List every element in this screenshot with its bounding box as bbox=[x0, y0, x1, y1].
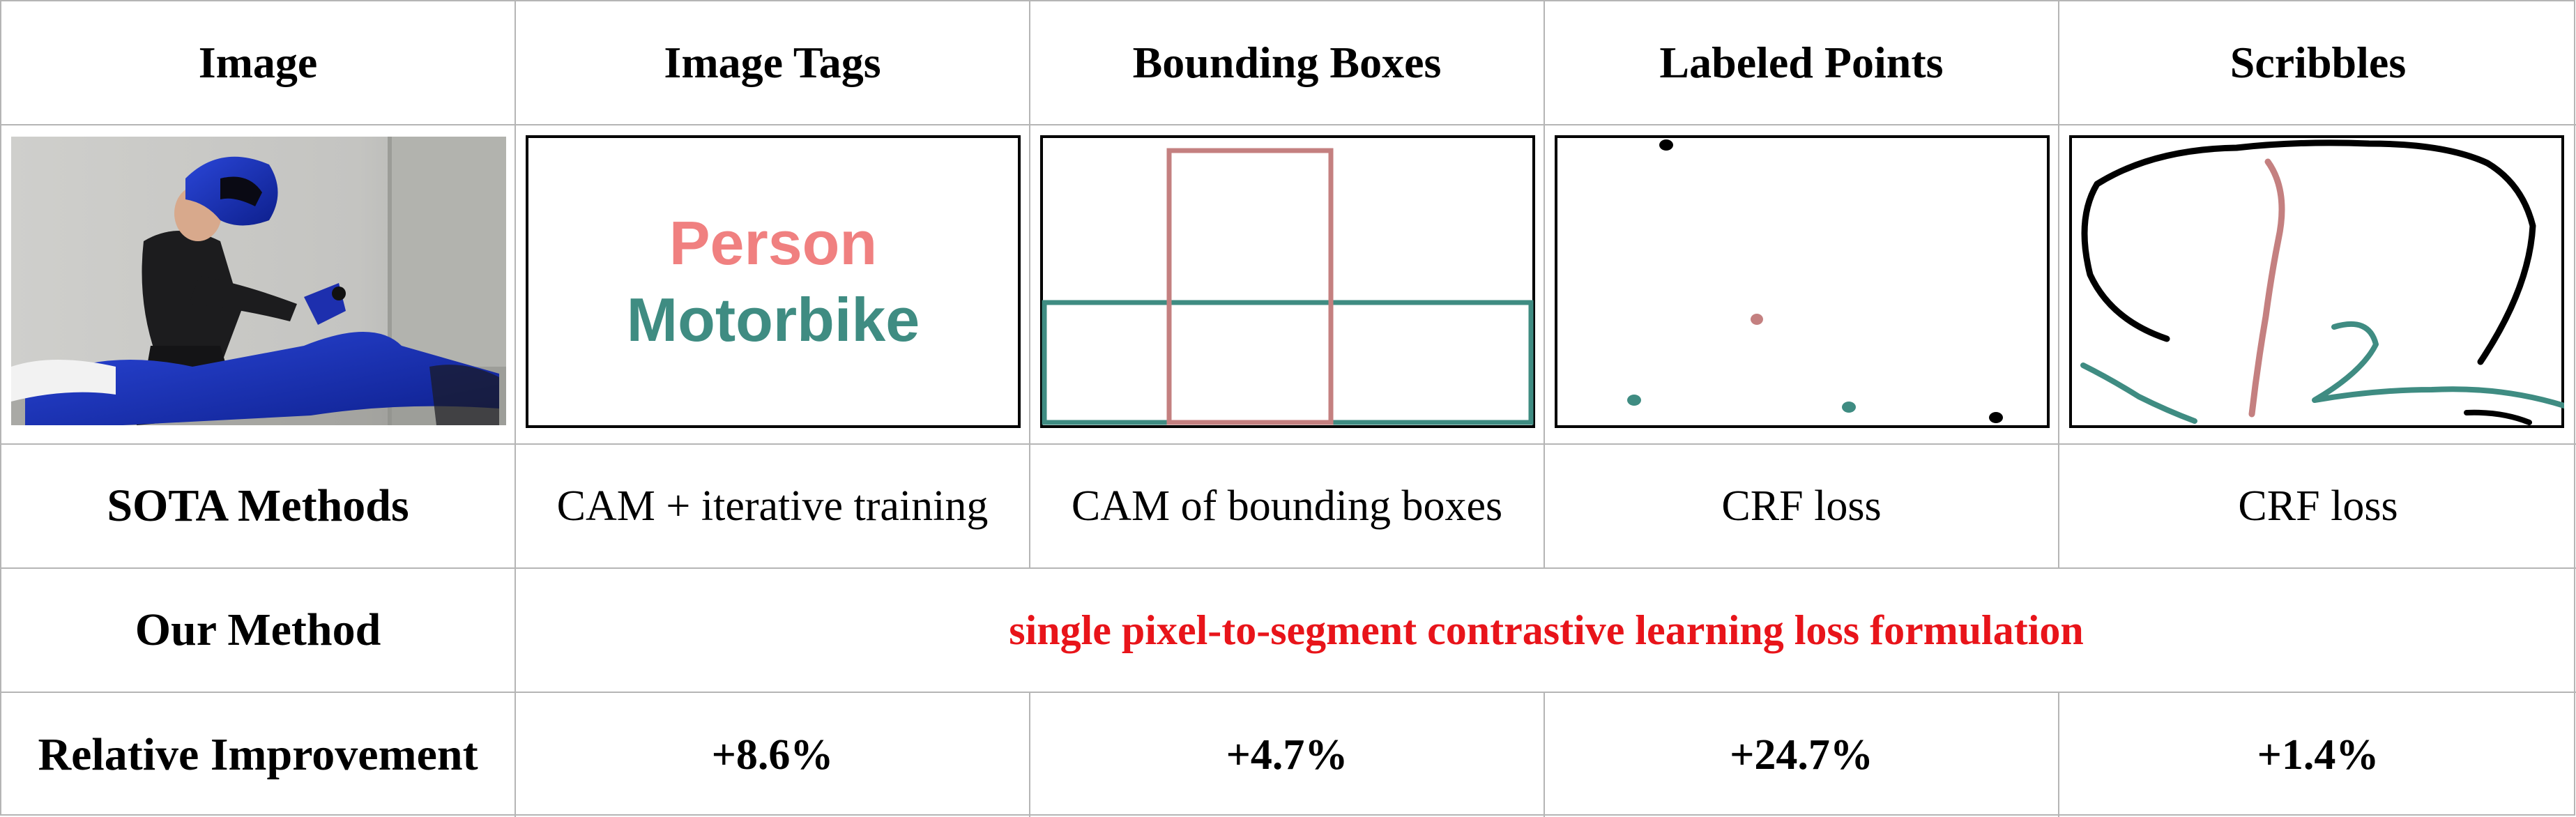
header-image-tags: Image Tags bbox=[516, 1, 1030, 125]
motorcyclist-photo bbox=[11, 137, 506, 425]
sota-methods-label: SOTA Methods bbox=[1, 445, 516, 569]
sota-labeled-points: CRF loss bbox=[1545, 445, 2059, 569]
scribbles-panel bbox=[2069, 135, 2564, 428]
labeled-points-panel bbox=[1555, 135, 2050, 428]
our-method-text: single pixel-to-segment contrastive lear… bbox=[516, 569, 2576, 693]
motorbike-scribble bbox=[2080, 362, 2197, 424]
background-scribble bbox=[2464, 409, 2532, 425]
header-labeled-points: Labeled Points bbox=[1545, 1, 2059, 125]
improvement-labeled-points: +24.7% bbox=[1545, 693, 2059, 817]
person-scribble bbox=[2248, 158, 2285, 418]
header-scribbles: Scribbles bbox=[2059, 1, 2576, 125]
motorbike-scribble bbox=[2312, 321, 2564, 408]
tag-motorbike: Motorbike bbox=[627, 285, 920, 354]
background-point bbox=[1659, 139, 1673, 151]
sota-scribbles: CRF loss bbox=[2059, 445, 2576, 569]
labeled-points-cell bbox=[1545, 125, 2059, 445]
header-bounding-boxes: Bounding Boxes bbox=[1030, 1, 1545, 125]
sota-image-tags: CAM + iterative training bbox=[516, 445, 1030, 569]
header-image: Image bbox=[1, 1, 516, 125]
image-cell bbox=[1, 125, 516, 445]
improvement-scribbles: +1.4% bbox=[2257, 731, 2379, 779]
improvement-image-tags: +8.6% bbox=[516, 693, 1030, 817]
person-box bbox=[1166, 148, 1334, 425]
bounding-boxes-cell bbox=[1030, 125, 1545, 445]
image-tags-panel: Person Motorbike bbox=[526, 135, 1021, 428]
image-tags-cell: Person Motorbike bbox=[516, 125, 1030, 445]
scribbles-cell bbox=[2059, 125, 2576, 445]
sota-bounding-boxes: CAM of bounding boxes bbox=[1030, 445, 1545, 569]
background-point bbox=[1989, 412, 2003, 423]
relative-improvement-label: Relative Improvement bbox=[1, 693, 516, 817]
tag-person: Person bbox=[669, 208, 877, 277]
improvement-bounding-boxes: +4.7% bbox=[1030, 693, 1545, 817]
our-method-label: Our Method bbox=[1, 569, 516, 693]
bounding-boxes-panel bbox=[1040, 135, 1535, 428]
background-scribble bbox=[2081, 139, 2536, 365]
motorbike-point bbox=[1627, 395, 1641, 406]
motorbike-point bbox=[1842, 402, 1856, 413]
person-point bbox=[1751, 314, 1763, 325]
